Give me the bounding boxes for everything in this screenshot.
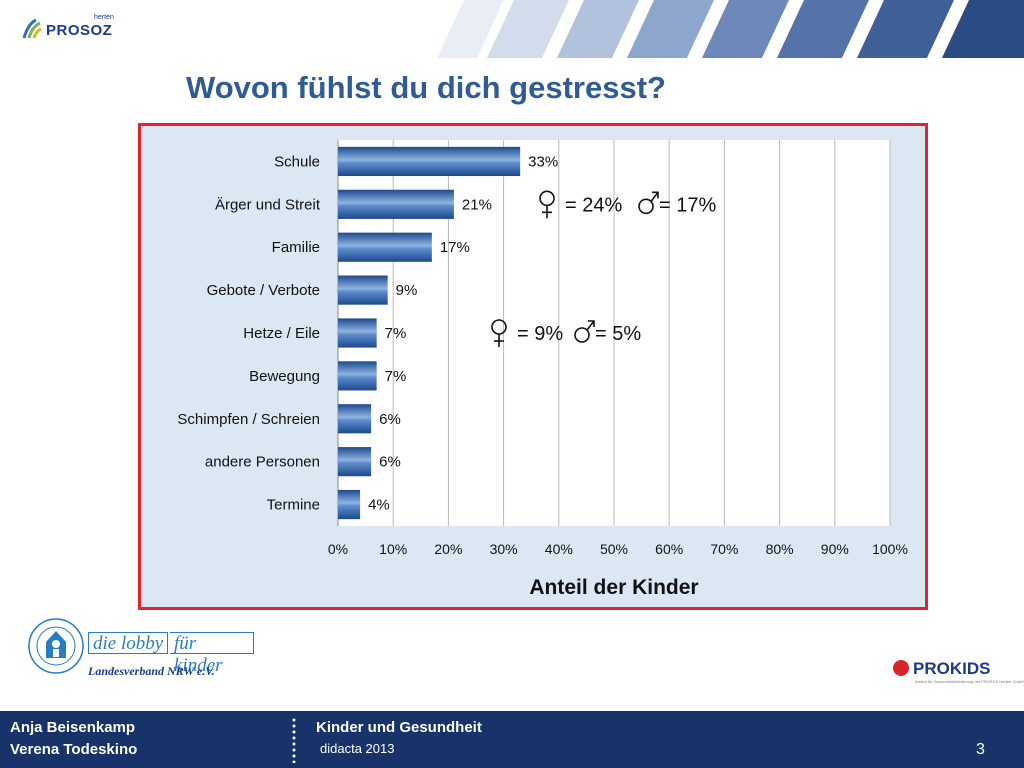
female-icon [491, 319, 507, 347]
footer: Anja Beisenkamp Verena Todeskino Kinder … [0, 711, 1024, 768]
page-number: 3 [976, 741, 985, 758]
value-label: 17% [440, 239, 470, 256]
x-tick-label: 80% [766, 541, 794, 557]
x-tick-label: 0% [328, 541, 348, 557]
x-axis-label: Anteil der Kinder [529, 576, 698, 599]
male-icon [638, 191, 659, 215]
dksb-logo [28, 618, 84, 674]
footer-topic: Kinder und Gesundheit [316, 719, 482, 736]
value-label: 6% [379, 454, 401, 471]
gender-annotation: = 9% = 5% [491, 319, 641, 347]
lobby-text-2: für kinder [170, 632, 254, 676]
category-label: Hetze / Eile [243, 325, 320, 342]
x-tick-label: 60% [655, 541, 683, 557]
bar [338, 318, 377, 348]
category-label: Schule [274, 153, 320, 170]
prokids-tagline: Institut für Gesundheitsförderung der PR… [915, 679, 1024, 684]
bar [338, 447, 372, 477]
value-label: 7% [385, 325, 407, 342]
x-tick-label: 100% [872, 541, 908, 557]
category-label: Schimpfen / Schreien [177, 411, 320, 428]
prokids-dot-icon [893, 660, 909, 676]
bar [338, 232, 432, 262]
x-tick-label: 70% [710, 541, 738, 557]
male-value: = 5% [595, 323, 641, 345]
gender-annotation: = 24% = 17% [539, 190, 716, 219]
bar [338, 404, 372, 434]
male-value: = 17% [659, 194, 716, 216]
category-label: Gebote / Verbote [207, 282, 320, 299]
category-label: Ärger und Streit [215, 196, 321, 213]
author-1: Anja Beisenkamp [10, 719, 136, 736]
bar [338, 275, 388, 305]
author-2: Verena Todeskino [10, 741, 138, 758]
lobby-logo: die lobby für kinder [88, 632, 254, 676]
value-label: 9% [396, 282, 418, 299]
lobby-text-1: die lobby [88, 632, 169, 654]
prosoz-wordmark: PROSOZ [46, 22, 113, 39]
bar [338, 489, 361, 520]
prokids-logo: PROKIDS Institut für Gesundheitsförderun… [893, 657, 1024, 689]
x-tick-label: 30% [490, 541, 518, 557]
category-label: Bewegung [249, 368, 320, 385]
chart-panel: Schule Ärger und Streit Familie Gebote / Ve… [138, 123, 928, 610]
value-label: 4% [368, 497, 390, 514]
bar-chart: Schule Ärger und Streit Familie Gebote / Ve… [177, 140, 908, 599]
category-label: Familie [272, 239, 320, 256]
female-icon [539, 190, 555, 219]
landesverband-text: Landesverband NRW e.V. [88, 664, 215, 678]
x-tick-label: 20% [434, 541, 462, 557]
bar [338, 146, 521, 177]
x-tick-label: 90% [821, 541, 849, 557]
footer-event: didacta 2013 [320, 741, 395, 756]
prokids-wordmark: PROKIDS [913, 659, 991, 678]
header-stripes [430, 0, 1024, 58]
female-value: = 24% [565, 194, 622, 216]
category-label: Termine [267, 497, 320, 514]
slide-title: Wovon fühlst du dich gestresst? [186, 70, 666, 105]
prosoz-sub: herten [94, 14, 114, 21]
category-label: andere Personen [205, 454, 320, 471]
male-icon [574, 320, 595, 343]
header-banner: herten PROSOZ [0, 0, 1024, 58]
value-label: 6% [379, 411, 401, 428]
prosoz-logo: herten PROSOZ [22, 14, 132, 44]
x-tick-label: 50% [600, 541, 628, 557]
value-label: 33% [528, 153, 558, 170]
x-tick-label: 40% [545, 541, 573, 557]
footer-divider-dots [292, 718, 296, 763]
bar [338, 361, 377, 391]
prosoz-logo-icon [22, 18, 42, 39]
bar [338, 189, 454, 219]
x-tick-label: 10% [379, 541, 407, 557]
female-value: = 9% [517, 323, 563, 345]
value-label: 21% [462, 196, 492, 213]
value-label: 7% [385, 368, 407, 385]
